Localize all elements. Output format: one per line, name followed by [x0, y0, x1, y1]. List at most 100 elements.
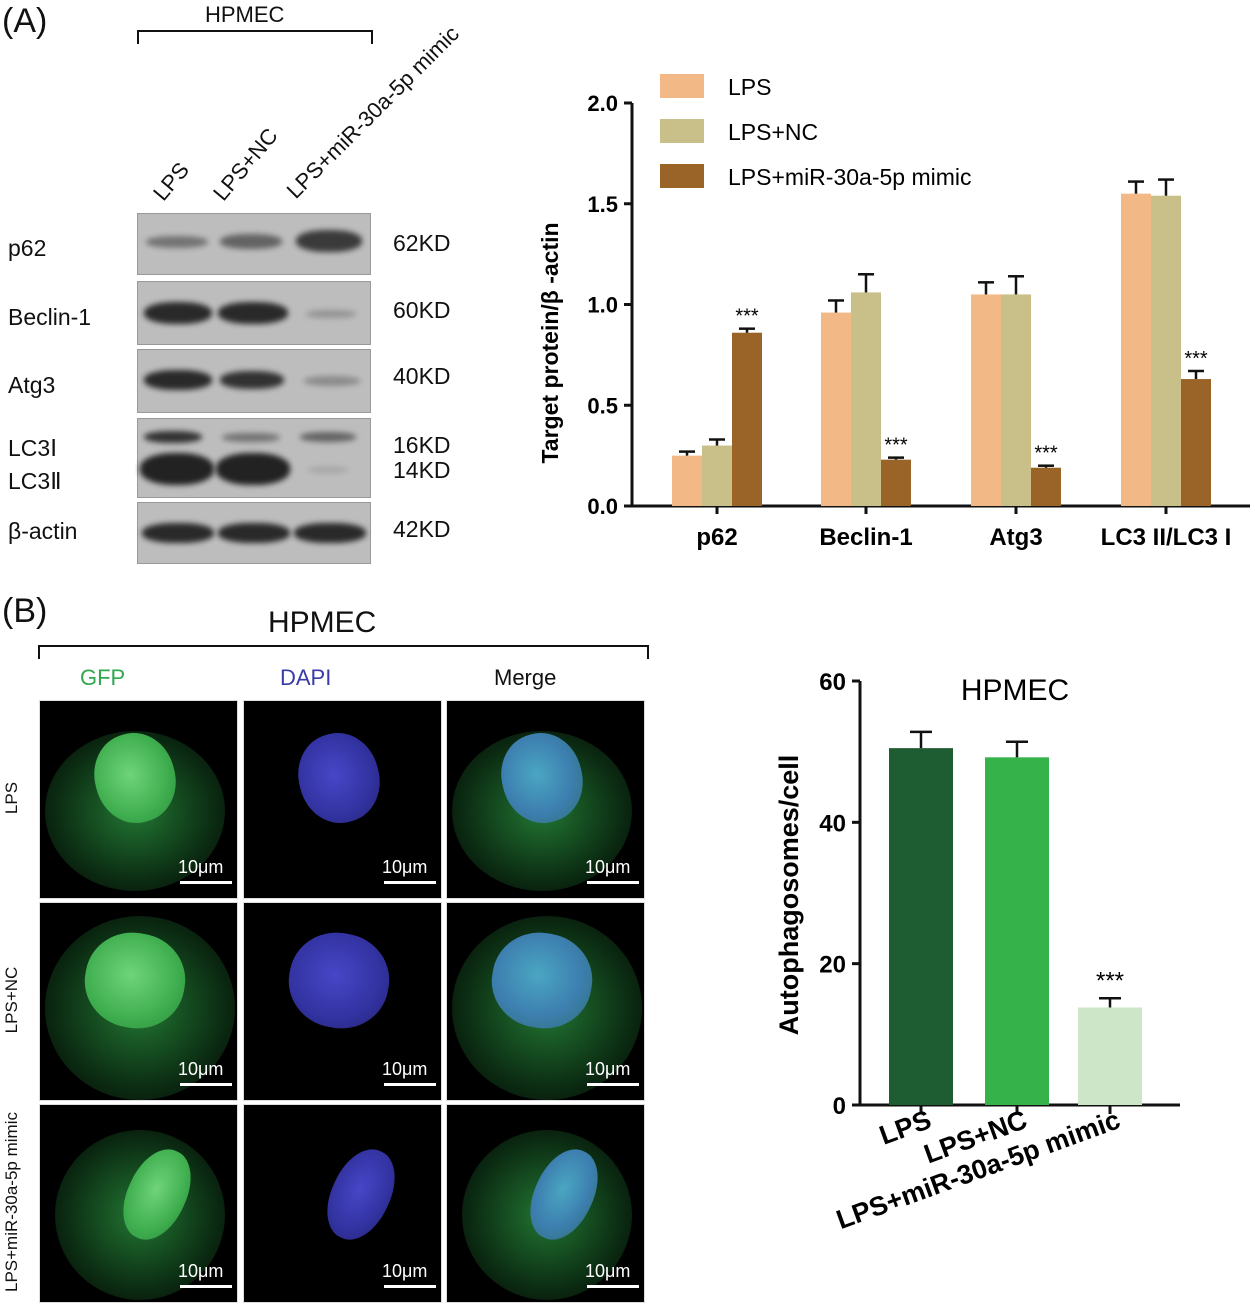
micro-group-label: HPMEC: [268, 606, 377, 639]
scale-bar: [384, 1285, 436, 1288]
chart2-ytick-label: 0: [833, 1093, 846, 1120]
scale-bar: [587, 1083, 639, 1086]
scale-bar-label: 10μm: [382, 1059, 428, 1079]
scale-bar: [587, 881, 639, 884]
blot-strip-lc3: [137, 418, 371, 498]
chart2-ylabel: Autophagosomes/cell: [774, 755, 804, 1036]
protein-label-beta-actin: β-actin: [8, 518, 78, 544]
chart1-ylabel: Target protein/β -actin: [537, 222, 563, 463]
row-head-lps-nc: LPS+NC: [2, 966, 21, 1034]
scale-bar-label: 10μm: [585, 857, 631, 877]
chart1-legend-swatch: [660, 74, 704, 98]
chart1-bar: [1001, 294, 1031, 506]
col-head-dapi: DAPI: [280, 665, 332, 690]
chart1-legend-label: LPS+NC: [728, 119, 818, 145]
chart1-ytick-label: 0.5: [587, 393, 618, 418]
chart1-ytick-label: 2.0: [587, 91, 618, 116]
micrograph-image: 10μm: [446, 700, 645, 899]
kd-label-atg3: 40KD: [393, 363, 451, 389]
chart1-legend-label: LPS: [728, 74, 771, 100]
kd-label-p62: 62KD: [393, 230, 451, 256]
chart1-xtick-label: LC3 II/LC3 I: [1101, 524, 1232, 551]
scale-bar: [180, 1083, 232, 1086]
micrograph-image: 10μm: [446, 1104, 645, 1303]
protein-label-lc3-ii: LC3Ⅱ: [8, 468, 62, 494]
protein-label-beclin1: Beclin-1: [8, 304, 92, 330]
scale-bar: [587, 1285, 639, 1288]
scale-bar-label: 10μm: [585, 1059, 631, 1079]
blot-strip-atg3: [137, 349, 371, 413]
protein-bar-chart: 0.0 0.5 1.0 1.5 2.0 p62 Beclin-1 Atg3 LC3 II/LC3…: [537, 74, 1250, 551]
chart2-bar: [1078, 1007, 1142, 1105]
chart2-ytick-label: 20: [819, 952, 846, 979]
chart1-bar: [1121, 193, 1151, 507]
chart1-significance: ***: [1184, 348, 1208, 370]
chart1-bar: [1031, 467, 1061, 506]
chart1-xtick-label: Atg3: [989, 524, 1042, 551]
col-head-merge: Merge: [494, 665, 557, 690]
chart2-ytick-label: 60: [819, 669, 846, 696]
lane-label-2: LPS+NC: [208, 123, 283, 206]
scale-bar-label: 10μm: [382, 1261, 428, 1281]
scale-bar-label: 10μm: [382, 857, 428, 877]
blot-strip-beclin1: [137, 281, 371, 345]
panel-a-label: (A): [2, 2, 48, 40]
micrograph-image: 10μm: [39, 1104, 238, 1303]
chart1-ytick-label: 0.0: [587, 494, 618, 519]
kd-label-lc3-i: 16KD: [393, 432, 451, 458]
blot-group-label: HPMEC: [205, 2, 285, 27]
scale-bar-label: 10μm: [178, 857, 224, 877]
col-head-gfp: GFP: [80, 665, 126, 690]
chart1-xtick-label: p62: [696, 524, 737, 551]
protein-label-atg3: Atg3: [8, 372, 56, 398]
micro-group-bracket: [38, 645, 649, 659]
chart2-bar: [889, 748, 953, 1105]
chart2-ytick-label: 40: [819, 810, 846, 837]
lane-label-1: LPS: [148, 157, 194, 206]
chart1-bar: [1151, 195, 1181, 506]
scale-bar: [180, 881, 232, 884]
micrograph-image: 10μm: [39, 902, 238, 1101]
chart2-title: HPMEC: [961, 674, 1069, 707]
chart1-legend-swatch: [660, 119, 704, 143]
chart1-bar: [732, 332, 762, 506]
row-head-lps: LPS: [2, 781, 21, 815]
row-head-lps-mimic: LPS+miR-30a-5p mimic: [2, 1112, 21, 1292]
chart1-significance: ***: [735, 306, 759, 328]
scale-bar-label: 10μm: [585, 1261, 631, 1281]
chart1-bar: [851, 292, 881, 506]
scale-bar-label: 10μm: [178, 1059, 224, 1079]
chart1-ytick-label: 1.5: [587, 192, 618, 217]
chart1-legend-swatch: [660, 164, 704, 188]
micrograph-image: 10μm: [243, 700, 442, 899]
chart1-bar: [672, 455, 702, 506]
micrograph-image: 10μm: [39, 700, 238, 899]
chart1-legend-label: LPS+miR-30a-5p mimic: [728, 164, 972, 190]
kd-label-lc3-ii: 14KD: [393, 457, 451, 483]
micrograph-image: 10μm: [243, 1104, 442, 1303]
scale-bar: [384, 1083, 436, 1086]
micrograph-image: 10μm: [243, 902, 442, 1101]
chart2-significance: ***: [1096, 967, 1124, 994]
kd-label-beta-actin: 42KD: [393, 516, 451, 542]
blot-strip-beta-actin: [137, 502, 371, 564]
chart1-bar: [881, 459, 911, 506]
chart1-bar: [1181, 379, 1211, 506]
chart2-bar: [985, 757, 1049, 1105]
chart1-bar: [702, 445, 732, 506]
chart1-ytick-label: 1.0: [587, 293, 618, 318]
kd-label-beclin1: 60KD: [393, 297, 451, 323]
panel-b-label: (B): [2, 592, 48, 630]
lane-label-3: LPS+miR-30a-5p mimic: [281, 20, 464, 204]
chart1-significance: ***: [1034, 443, 1058, 465]
protein-label-lc3-i: LC3Ⅰ: [8, 435, 57, 461]
scale-bar: [180, 1285, 232, 1288]
chart1-xtick-label: Beclin-1: [819, 524, 912, 551]
blot-group-bracket: [137, 30, 373, 44]
blot-strip-p62: [137, 213, 371, 275]
scale-bar-label: 10μm: [178, 1261, 224, 1281]
micrograph-image: 10μm: [446, 902, 645, 1101]
chart1-bar: [971, 294, 1001, 506]
chart1-bar: [821, 312, 851, 506]
